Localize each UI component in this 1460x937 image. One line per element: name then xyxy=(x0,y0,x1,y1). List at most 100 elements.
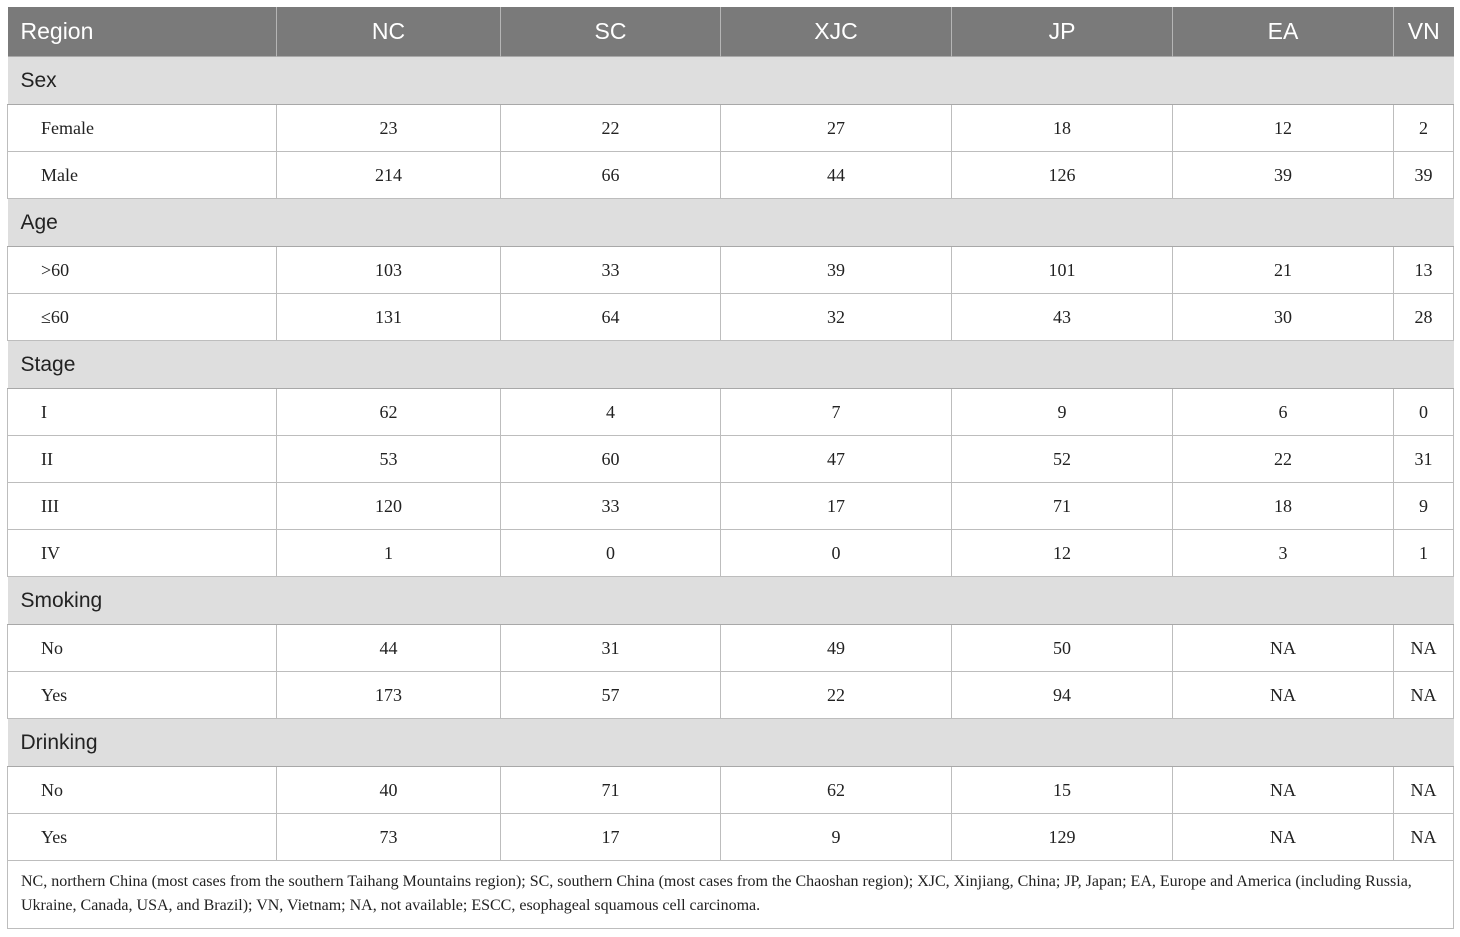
table-row: >60 103 33 39 101 21 13 xyxy=(7,246,1454,294)
table-cell-sc: 71 xyxy=(500,766,721,814)
table-cell-xjc: 7 xyxy=(720,388,952,436)
table-cell-jp: 43 xyxy=(951,293,1173,341)
category-label: Age xyxy=(7,198,1454,247)
table-cell-ea: 18 xyxy=(1172,482,1394,530)
table-cell-jp: 12 xyxy=(951,529,1173,577)
table-row: No 40 71 62 15 NA NA xyxy=(7,766,1454,814)
table-cell-sc: 64 xyxy=(500,293,721,341)
table-cell-xjc: 44 xyxy=(720,151,952,199)
table-cell-sc: 0 xyxy=(500,529,721,577)
table-row: III 120 33 17 71 18 9 xyxy=(7,482,1454,530)
table-cell-sc: 66 xyxy=(500,151,721,199)
table-cell-ea: 12 xyxy=(1172,104,1394,152)
table-cell-xjc: 0 xyxy=(720,529,952,577)
table-row: II 53 60 47 52 22 31 xyxy=(7,435,1454,483)
row-label: III xyxy=(7,482,277,530)
column-header-region: Region xyxy=(7,7,277,57)
table-cell-sc: 33 xyxy=(500,246,721,294)
table-cell-jp: 101 xyxy=(951,246,1173,294)
category-label: Sex xyxy=(7,56,1454,105)
header-row: Region NC SC XJC JP EA VN xyxy=(7,7,1454,57)
column-header-jp: JP xyxy=(951,7,1173,57)
table-cell-nc: 1 xyxy=(276,529,501,577)
column-header-xjc: XJC xyxy=(720,7,952,57)
table-cell-nc: 214 xyxy=(276,151,501,199)
table-cell-xjc: 9 xyxy=(720,813,952,861)
table-row: Yes 173 57 22 94 NA NA xyxy=(7,671,1454,719)
row-label: >60 xyxy=(7,246,277,294)
category-label: Smoking xyxy=(7,576,1454,625)
table-footnote: NC, northern China (most cases from the … xyxy=(7,860,1454,929)
footnote-row: NC, northern China (most cases from the … xyxy=(7,860,1454,929)
table-cell-vn: 9 xyxy=(1393,482,1454,530)
row-label: Female xyxy=(7,104,277,152)
table-cell-vn: 2 xyxy=(1393,104,1454,152)
row-label: ≤60 xyxy=(7,293,277,341)
table-cell-vn: NA xyxy=(1393,766,1454,814)
table-cell-jp: 71 xyxy=(951,482,1173,530)
category-label: Stage xyxy=(7,340,1454,389)
table-cell-nc: 131 xyxy=(276,293,501,341)
table-cell-nc: 62 xyxy=(276,388,501,436)
table-cell-ea: NA xyxy=(1172,813,1394,861)
table-cell-sc: 60 xyxy=(500,435,721,483)
category-label: Drinking xyxy=(7,718,1454,767)
row-label: IV xyxy=(7,529,277,577)
table-cell-nc: 173 xyxy=(276,671,501,719)
table-container: Region NC SC XJC JP EA VN Sex Female 23 22 27 18 12 2… xyxy=(7,7,1454,929)
table-cell-jp: 94 xyxy=(951,671,1173,719)
table-cell-sc: 57 xyxy=(500,671,721,719)
row-label: Male xyxy=(7,151,277,199)
table-cell-jp: 50 xyxy=(951,624,1173,672)
table-row: Female 23 22 27 18 12 2 xyxy=(7,104,1454,152)
table-cell-ea: 21 xyxy=(1172,246,1394,294)
category-row-sex: Sex xyxy=(7,56,1454,105)
table-cell-vn: NA xyxy=(1393,813,1454,861)
row-label: Yes xyxy=(7,671,277,719)
table-cell-jp: 129 xyxy=(951,813,1173,861)
table-cell-ea: 6 xyxy=(1172,388,1394,436)
column-header-ea: EA xyxy=(1172,7,1394,57)
table-cell-jp: 9 xyxy=(951,388,1173,436)
table-cell-xjc: 32 xyxy=(720,293,952,341)
table-row: No 44 31 49 50 NA NA xyxy=(7,624,1454,672)
table-cell-xjc: 49 xyxy=(720,624,952,672)
table-cell-nc: 53 xyxy=(276,435,501,483)
row-label: II xyxy=(7,435,277,483)
table-cell-ea: 39 xyxy=(1172,151,1394,199)
table-cell-nc: 40 xyxy=(276,766,501,814)
table-row: ≤60 131 64 32 43 30 28 xyxy=(7,293,1454,341)
table-cell-sc: 31 xyxy=(500,624,721,672)
category-row-age: Age xyxy=(7,198,1454,247)
table-cell-jp: 15 xyxy=(951,766,1173,814)
table-cell-ea: 30 xyxy=(1172,293,1394,341)
category-row-stage: Stage xyxy=(7,340,1454,389)
row-label: Yes xyxy=(7,813,277,861)
table-cell-nc: 23 xyxy=(276,104,501,152)
table-cell-ea: NA xyxy=(1172,671,1394,719)
table-row: Yes 73 17 9 129 NA NA xyxy=(7,813,1454,861)
table-header: Region NC SC XJC JP EA VN xyxy=(7,7,1454,57)
table-cell-sc: 4 xyxy=(500,388,721,436)
row-label: No xyxy=(7,766,277,814)
table-cell-vn: 39 xyxy=(1393,151,1454,199)
table-cell-nc: 73 xyxy=(276,813,501,861)
table-cell-jp: 18 xyxy=(951,104,1173,152)
table-cell-vn: 0 xyxy=(1393,388,1454,436)
table-cell-xjc: 39 xyxy=(720,246,952,294)
column-header-vn: VN xyxy=(1393,7,1454,57)
table-cell-vn: 31 xyxy=(1393,435,1454,483)
table-cell-xjc: 22 xyxy=(720,671,952,719)
table-cell-vn: NA xyxy=(1393,624,1454,672)
table-cell-jp: 52 xyxy=(951,435,1173,483)
table-cell-jp: 126 xyxy=(951,151,1173,199)
table-cell-xjc: 27 xyxy=(720,104,952,152)
table-cell-vn: 13 xyxy=(1393,246,1454,294)
table-row: Male 214 66 44 126 39 39 xyxy=(7,151,1454,199)
table-cell-nc: 120 xyxy=(276,482,501,530)
table-cell-vn: NA xyxy=(1393,671,1454,719)
column-header-nc: NC xyxy=(276,7,501,57)
category-row-drinking: Drinking xyxy=(7,718,1454,767)
table-cell-ea: NA xyxy=(1172,624,1394,672)
table-cell-nc: 44 xyxy=(276,624,501,672)
